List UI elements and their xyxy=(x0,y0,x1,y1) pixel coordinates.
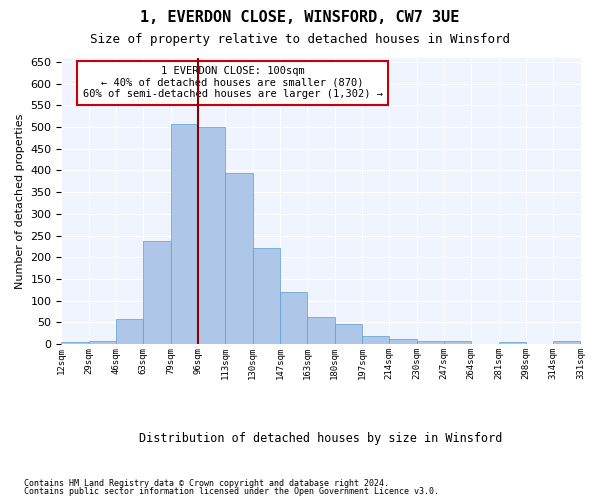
Bar xyxy=(553,341,580,344)
Bar xyxy=(170,124,198,344)
Text: Contains HM Land Registry data © Crown copyright and database right 2024.: Contains HM Land Registry data © Crown c… xyxy=(24,478,389,488)
Bar xyxy=(362,336,389,344)
Bar xyxy=(61,342,89,344)
Bar xyxy=(116,319,143,344)
Bar xyxy=(89,340,116,344)
Bar xyxy=(253,248,280,344)
Text: 1 EVERDON CLOSE: 100sqm
← 40% of detached houses are smaller (870)
60% of semi-d: 1 EVERDON CLOSE: 100sqm ← 40% of detache… xyxy=(83,66,383,100)
Bar xyxy=(143,241,170,344)
Text: Contains public sector information licensed under the Open Government Licence v3: Contains public sector information licen… xyxy=(24,487,439,496)
Text: 1, EVERDON CLOSE, WINSFORD, CW7 3UE: 1, EVERDON CLOSE, WINSFORD, CW7 3UE xyxy=(140,10,460,25)
Bar xyxy=(389,339,416,344)
Bar xyxy=(499,342,526,344)
Bar xyxy=(198,127,226,344)
Bar xyxy=(416,340,444,344)
Bar xyxy=(280,292,307,344)
Bar xyxy=(226,172,253,344)
Bar xyxy=(335,324,362,344)
Y-axis label: Number of detached properties: Number of detached properties xyxy=(15,113,25,288)
X-axis label: Distribution of detached houses by size in Winsford: Distribution of detached houses by size … xyxy=(139,432,503,445)
Bar xyxy=(444,341,471,344)
Bar xyxy=(307,318,335,344)
Text: Size of property relative to detached houses in Winsford: Size of property relative to detached ho… xyxy=(90,32,510,46)
